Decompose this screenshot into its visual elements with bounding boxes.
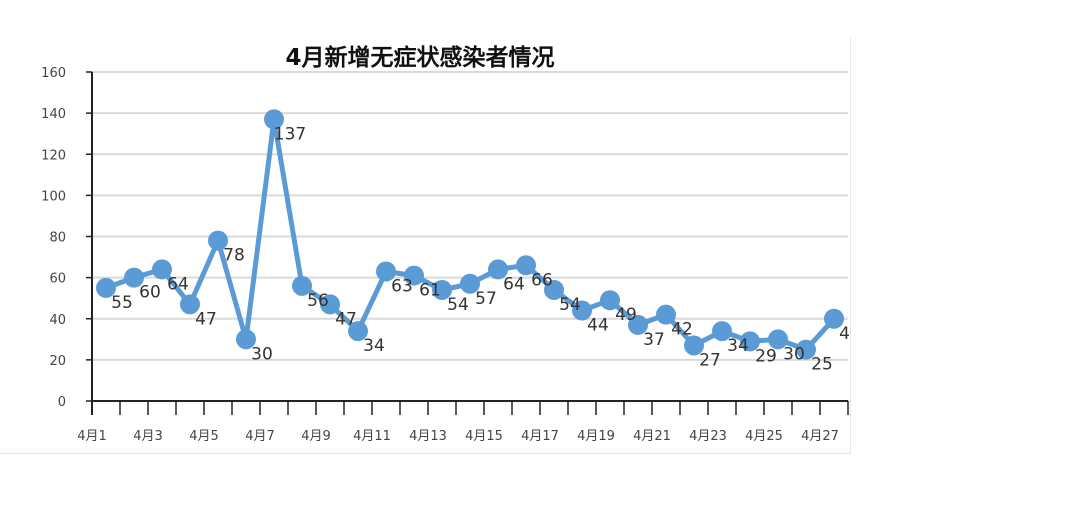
data-point	[348, 321, 368, 342]
data-point	[152, 259, 172, 280]
data-point	[796, 339, 816, 360]
data-label: 42	[671, 320, 693, 340]
x-tick-label: 4月27	[801, 429, 839, 444]
data-point	[768, 329, 788, 350]
y-tick-label-120: 120	[41, 148, 66, 163]
data-point	[824, 308, 844, 329]
data-point	[208, 230, 228, 251]
data-point	[684, 335, 704, 356]
x-tick-label: 4月7	[245, 429, 275, 444]
x-tick-label: 4月11	[353, 429, 391, 444]
y-tick-label-160: 160	[41, 66, 66, 81]
x-tick-labels: 4月1 4月3 4月5 4月7 4月9 4月11 4月13 4月15 4月17 4月19 4月21 4…	[77, 429, 839, 444]
data-label: 60	[139, 283, 161, 303]
data-label: 49	[615, 305, 637, 325]
chart-panel: 4月新增无症状感染者情况 0 20 40 60 80 100 120 140 160 4月1 4月…	[0, 38, 851, 454]
y-tick-label-100: 100	[41, 189, 66, 204]
x-tick-label: 4月17	[521, 429, 559, 444]
data-label: 44	[587, 316, 609, 336]
data-label: 40	[839, 324, 850, 344]
data-point	[544, 279, 564, 300]
data-label: 54	[447, 295, 469, 315]
data-point	[488, 259, 508, 280]
series-layer	[96, 109, 844, 360]
data-point	[600, 290, 620, 311]
y-tick-label-60: 60	[49, 272, 66, 287]
data-label: 25	[811, 355, 833, 375]
data-point	[516, 255, 536, 276]
x-tick-label: 4月23	[689, 429, 727, 444]
data-label: 29	[755, 346, 777, 366]
data-label: 30	[251, 344, 273, 364]
data-point	[320, 294, 340, 315]
data-point	[376, 261, 396, 282]
data-label: 137	[274, 124, 306, 144]
data-point	[656, 304, 676, 325]
x-tick-label: 4月1	[77, 429, 107, 444]
x-tick-label: 4月5	[189, 429, 219, 444]
data-label: 34	[727, 336, 749, 356]
data-label: 66	[531, 270, 553, 290]
data-point	[740, 331, 760, 352]
y-tick-label-40: 40	[49, 313, 66, 328]
y-tick-label-0: 0	[58, 395, 66, 410]
data-label: 30	[783, 344, 805, 364]
axes	[86, 71, 849, 415]
data-label: 47	[335, 309, 357, 329]
data-point	[404, 265, 424, 286]
x-tick-label: 4月19	[577, 429, 615, 444]
y-tick-labels: 0 20 40 60 80 100 120 140 160	[41, 66, 66, 410]
data-point	[432, 279, 452, 300]
y-tick-label-20: 20	[49, 354, 66, 369]
x-tick-label: 4月15	[465, 429, 503, 444]
data-label: 64	[503, 274, 525, 294]
y-tick-label-80: 80	[49, 231, 66, 246]
data-label: 64	[167, 274, 189, 294]
x-tick-label: 4月9	[301, 429, 331, 444]
data-point	[236, 329, 256, 350]
data-label: 61	[419, 281, 441, 301]
x-tick-label: 4月25	[745, 429, 783, 444]
data-point	[292, 275, 312, 296]
data-label: 78	[223, 246, 245, 266]
x-tick-label: 4月3	[133, 429, 163, 444]
data-label: 54	[559, 295, 581, 315]
x-tick-label: 4月21	[633, 429, 671, 444]
data-point	[572, 300, 592, 321]
y-tick-label-140: 140	[41, 107, 66, 122]
data-label: 63	[391, 276, 413, 296]
data-point	[124, 267, 144, 288]
data-label: 34	[363, 336, 385, 356]
data-label: 55	[111, 293, 133, 313]
data-point	[712, 321, 732, 342]
data-label: 27	[699, 350, 721, 370]
x-tick-label: 4月13	[409, 429, 447, 444]
data-label: 47	[195, 309, 217, 329]
chart-title: 4月新增无症状感染者情况	[285, 44, 554, 71]
data-label: 57	[475, 289, 497, 309]
data-labels: 55 60 64 47 78 30 137 56 47 34 63 61 54 57 64 66 54 44 49 3…	[111, 124, 850, 374]
data-label: 56	[307, 291, 329, 311]
data-label: 37	[643, 330, 665, 350]
data-point	[96, 277, 116, 298]
data-point	[180, 294, 200, 315]
data-point	[628, 314, 648, 335]
data-point	[264, 109, 284, 130]
data-point	[460, 273, 480, 294]
